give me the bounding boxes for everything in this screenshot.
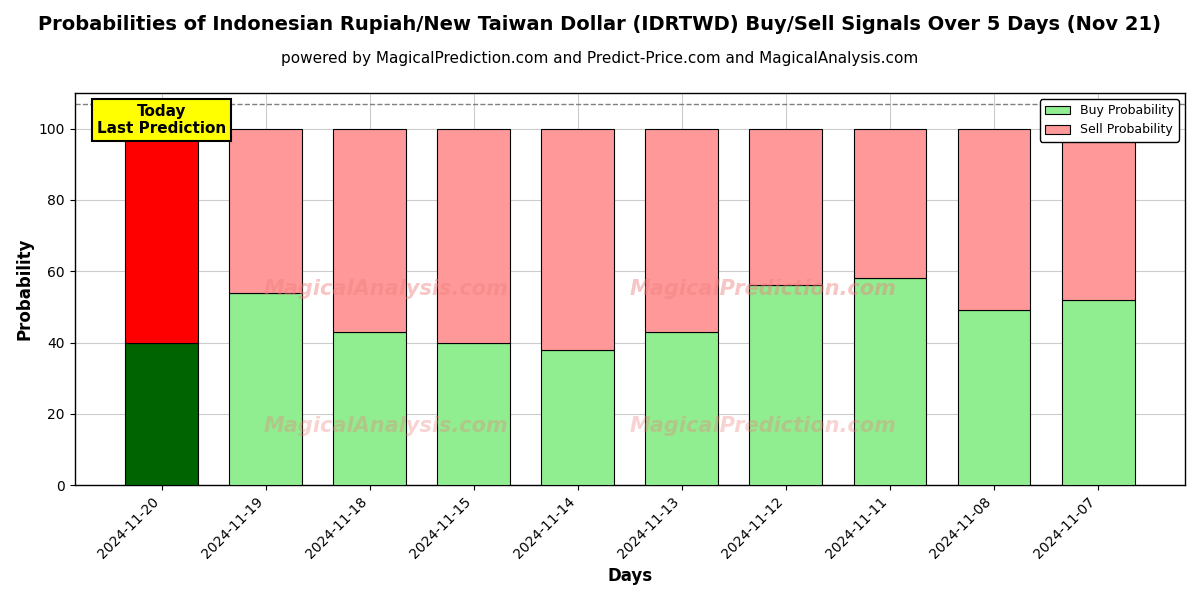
Bar	[541, 350, 614, 485]
Text: MagicalAnalysis.com: MagicalAnalysis.com	[263, 416, 508, 436]
Legend: Buy Probability, Sell Probability: Buy Probability, Sell Probability	[1040, 99, 1178, 142]
Bar	[853, 278, 926, 485]
Bar	[125, 343, 198, 485]
Bar	[437, 128, 510, 343]
Bar	[750, 286, 822, 485]
Bar	[750, 128, 822, 286]
Text: MagicalPrediction.com: MagicalPrediction.com	[630, 279, 896, 299]
Text: MagicalAnalysis.com: MagicalAnalysis.com	[263, 279, 508, 299]
Text: Probabilities of Indonesian Rupiah/New Taiwan Dollar (IDRTWD) Buy/Sell Signals O: Probabilities of Indonesian Rupiah/New T…	[38, 15, 1162, 34]
Bar	[1062, 128, 1134, 300]
Bar	[334, 332, 406, 485]
Bar	[437, 343, 510, 485]
Y-axis label: Probability: Probability	[16, 238, 34, 340]
Bar	[1062, 300, 1134, 485]
Bar	[646, 332, 719, 485]
X-axis label: Days: Days	[607, 567, 653, 585]
Bar	[646, 128, 719, 332]
Text: powered by MagicalPrediction.com and Predict-Price.com and MagicalAnalysis.com: powered by MagicalPrediction.com and Pre…	[281, 51, 919, 66]
Bar	[334, 128, 406, 332]
Bar	[958, 128, 1031, 310]
Text: Today
Last Prediction: Today Last Prediction	[97, 104, 226, 136]
Bar	[125, 128, 198, 343]
Bar	[229, 293, 302, 485]
Bar	[958, 310, 1031, 485]
Bar	[853, 128, 926, 278]
Bar	[541, 128, 614, 350]
Text: MagicalPrediction.com: MagicalPrediction.com	[630, 416, 896, 436]
Bar	[229, 128, 302, 293]
